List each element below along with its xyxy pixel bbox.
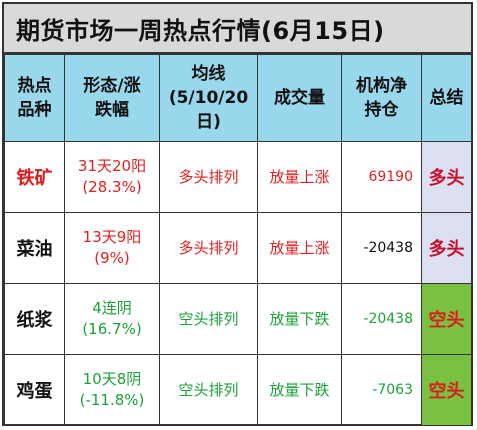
summary-cell: 空头	[421, 354, 472, 426]
summary-cell: 空头	[421, 283, 472, 355]
summary-cell: 多头	[421, 141, 472, 213]
quote-table-frame: 期货市场一周热点行情(6月15日) 热点 品种 形态/涨 跌幅 均线	[2, 2, 473, 426]
header-volume: 成交量	[257, 54, 342, 142]
volume-cell: 放量下跌	[257, 283, 342, 355]
ma-cell: 空头排列	[159, 283, 258, 355]
table-header-row: 热点 品种 形态/涨 跌幅 均线 (5/10/20 日) 成交量 机构净 持仓 …	[4, 54, 472, 142]
variety-name: 纸浆	[4, 283, 65, 355]
variety-name: 鸡蛋	[4, 354, 65, 426]
variety-name: 铁矿	[4, 141, 65, 213]
table-row: 纸浆 4连阴 (16.7%) 空头排列 放量下跌 -20438 空头	[4, 283, 472, 355]
header-variety: 热点 品种	[4, 54, 65, 142]
ma-cell: 多头排列	[159, 141, 258, 213]
table-row: 鸡蛋 10天8阴 (-11.8%) 空头排列 放量下跌 -7063 空头	[4, 354, 472, 426]
page-title: 期货市场一周热点行情(6月15日)	[4, 4, 471, 54]
ma-cell: 空头排列	[159, 354, 258, 426]
header-net-position: 机构净 持仓	[341, 54, 422, 142]
net-position-cell: -7063	[341, 354, 422, 426]
pattern-cell: 4连阴 (16.7%)	[64, 283, 160, 355]
header-summary: 总结	[421, 54, 472, 142]
ma-cell: 多头排列	[159, 212, 258, 284]
pattern-cell: 31天20阳 (28.3%)	[64, 141, 160, 213]
header-pattern: 形态/涨 跌幅	[64, 54, 160, 142]
header-moving-average: 均线 (5/10/20 日)	[159, 54, 258, 142]
volume-cell: 放量下跌	[257, 354, 342, 426]
net-position-cell: -20438	[341, 212, 422, 284]
net-position-cell: 69190	[341, 141, 422, 213]
table-row: 铁矿 31天20阳 (28.3%) 多头排列 放量上涨 69190 多头	[4, 141, 472, 213]
variety-name: 菜油	[4, 212, 65, 284]
net-position-cell: -20438	[341, 283, 422, 355]
summary-cell: 多头	[421, 212, 472, 284]
volume-cell: 放量上涨	[257, 141, 342, 213]
volume-cell: 放量上涨	[257, 212, 342, 284]
table-row: 菜油 13天9阳 (9%) 多头排列 放量上涨 -20438 多头	[4, 212, 472, 284]
hot-futures-table: 热点 品种 形态/涨 跌幅 均线 (5/10/20 日) 成交量 机构净 持仓 …	[4, 54, 472, 426]
pattern-cell: 10天8阴 (-11.8%)	[64, 354, 160, 426]
pattern-cell: 13天9阳 (9%)	[64, 212, 160, 284]
